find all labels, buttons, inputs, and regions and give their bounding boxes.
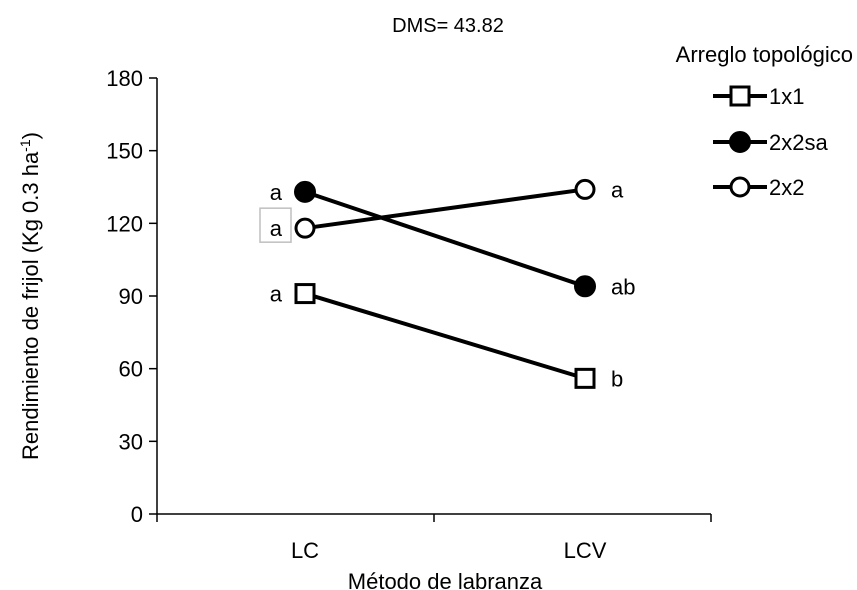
chart-subtitle: DMS= 43.82 <box>392 15 504 37</box>
series-1x1: ab <box>270 282 624 392</box>
legend-item-1x1: 1x1 <box>713 84 804 109</box>
legend-label: 2x2sa <box>769 130 828 155</box>
y-axis: 0 30 60 90 120 150 180 <box>106 66 157 527</box>
data-point <box>575 276 595 296</box>
y-axis-title-main: Rendimiento de frijol (Kg 0.3 ha <box>18 151 43 460</box>
significance-letter: a <box>611 177 624 202</box>
x-axis-title: Método de labranza <box>348 569 543 590</box>
legend-label: 2x2 <box>769 175 804 200</box>
significance-letter: a <box>270 282 283 307</box>
series-line <box>305 192 585 286</box>
legend-label: 1x1 <box>769 84 804 109</box>
legend-title: Arreglo topológico <box>676 42 853 67</box>
legend: Arreglo topológico 1x1 2x2sa 2x2 <box>676 42 853 200</box>
legend-marker <box>731 178 749 196</box>
series-line <box>305 189 585 228</box>
significance-letter: ab <box>611 274 635 299</box>
y-axis-title: Rendimiento de frijol (Kg 0.3 ha-1) <box>17 132 43 460</box>
data-point <box>576 180 594 198</box>
y-tick-label: 0 <box>131 502 143 527</box>
legend-item-2x2: 2x2 <box>713 175 804 200</box>
y-axis-title-close: ) <box>18 132 43 139</box>
data-point <box>295 182 315 202</box>
legend-marker <box>731 87 749 105</box>
x-tick-label: LC <box>291 538 319 563</box>
significance-letter: a <box>270 180 283 205</box>
y-axis-title-sup: -1 <box>17 139 33 152</box>
y-tick-label: 60 <box>119 357 143 382</box>
significance-letter: a <box>270 216 283 241</box>
legend-item-2x2sa: 2x2sa <box>713 130 828 155</box>
legend-marker <box>730 132 750 152</box>
y-tick-label: 120 <box>106 211 143 236</box>
series-line <box>305 294 585 379</box>
x-axis: LC LCV <box>157 514 711 563</box>
x-tick-label: LCV <box>564 538 607 563</box>
data-point <box>296 219 314 237</box>
data-point <box>576 369 594 387</box>
significance-letter: b <box>611 366 623 391</box>
y-tick-label: 30 <box>119 429 143 454</box>
y-tick-label: 180 <box>106 66 143 91</box>
y-tick-label: 150 <box>106 139 143 164</box>
data-point <box>296 285 314 303</box>
y-tick-label: 90 <box>119 284 143 309</box>
